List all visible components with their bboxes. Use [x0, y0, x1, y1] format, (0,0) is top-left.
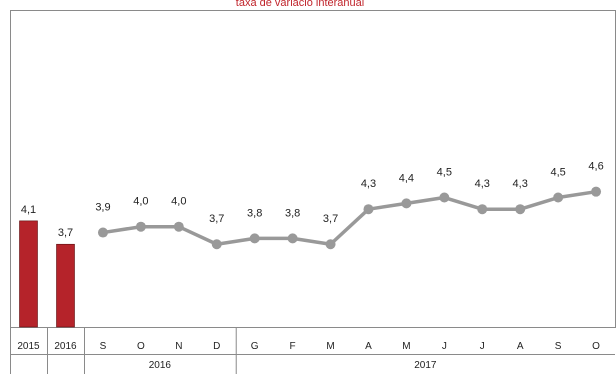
bar-value-label: 3,7: [58, 227, 73, 239]
line-point: [401, 198, 412, 209]
line-point: [211, 239, 222, 250]
line-point: [287, 233, 298, 244]
x-tick-label: 2015: [17, 341, 40, 352]
x-tick-label: J: [480, 341, 485, 352]
bar: [19, 220, 38, 328]
series-line: [102, 189, 597, 246]
point-value-label: 4,5: [437, 167, 452, 179]
point-value-label: 4,3: [513, 178, 528, 190]
line-point: [97, 227, 108, 238]
line-point: [173, 221, 184, 232]
x-tick-label: G: [251, 341, 259, 352]
point-value-label: 3,7: [323, 213, 338, 225]
point-value-label: 3,8: [247, 207, 262, 219]
point-value-label: 4,5: [550, 167, 565, 179]
line-point: [325, 239, 336, 250]
point-value-label: 4,6: [588, 161, 603, 173]
point-value-label: 4,0: [133, 196, 148, 208]
line-point: [515, 204, 526, 215]
x-group-label: 2016: [149, 360, 172, 371]
x-tick-label: O: [592, 341, 600, 352]
x-tick-label: J: [442, 341, 447, 352]
point-value-label: 4,3: [475, 178, 490, 190]
point-value-label: 4,0: [171, 196, 186, 208]
plot-frame: [10, 10, 616, 328]
x-group-label: 2017: [414, 360, 437, 371]
line-point: [135, 221, 146, 232]
line-point: [439, 192, 450, 203]
point-value-label: 4,3: [361, 178, 376, 190]
point-value-label: 3,7: [209, 213, 224, 225]
bar-value-label: 4,1: [21, 204, 36, 216]
x-tick-label: O: [137, 341, 145, 352]
x-tick-label: M: [326, 341, 334, 352]
line-point: [553, 192, 564, 203]
x-tick-label: A: [517, 341, 524, 352]
line-point: [249, 233, 260, 244]
x-tick-label: S: [555, 341, 562, 352]
x-tick-label: 2016: [54, 341, 77, 352]
line-point: [477, 204, 488, 215]
x-tick-label: F: [290, 341, 296, 352]
x-tick-label: M: [402, 341, 410, 352]
point-value-label: 3,8: [285, 207, 300, 219]
point-value-label: 4,4: [399, 172, 414, 184]
point-value-label: 3,9: [95, 202, 110, 214]
line-point: [591, 186, 602, 197]
x-tick-label: N: [175, 341, 182, 352]
x-tick-label: A: [365, 341, 372, 352]
x-tick-label: S: [100, 341, 107, 352]
line-point: [363, 204, 374, 215]
chart-title: taxa de variació interanual: [236, 0, 364, 9]
bar: [56, 243, 75, 328]
x-tick-label: D: [213, 341, 220, 352]
